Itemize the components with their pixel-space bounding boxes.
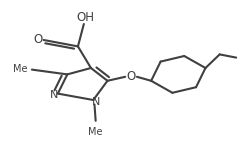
Text: O: O (126, 69, 136, 83)
Text: O: O (34, 33, 43, 46)
Text: OH: OH (76, 11, 94, 24)
Text: Me: Me (88, 127, 103, 137)
Text: N: N (92, 97, 100, 107)
Text: N: N (49, 90, 58, 100)
Text: Me: Me (13, 64, 27, 74)
